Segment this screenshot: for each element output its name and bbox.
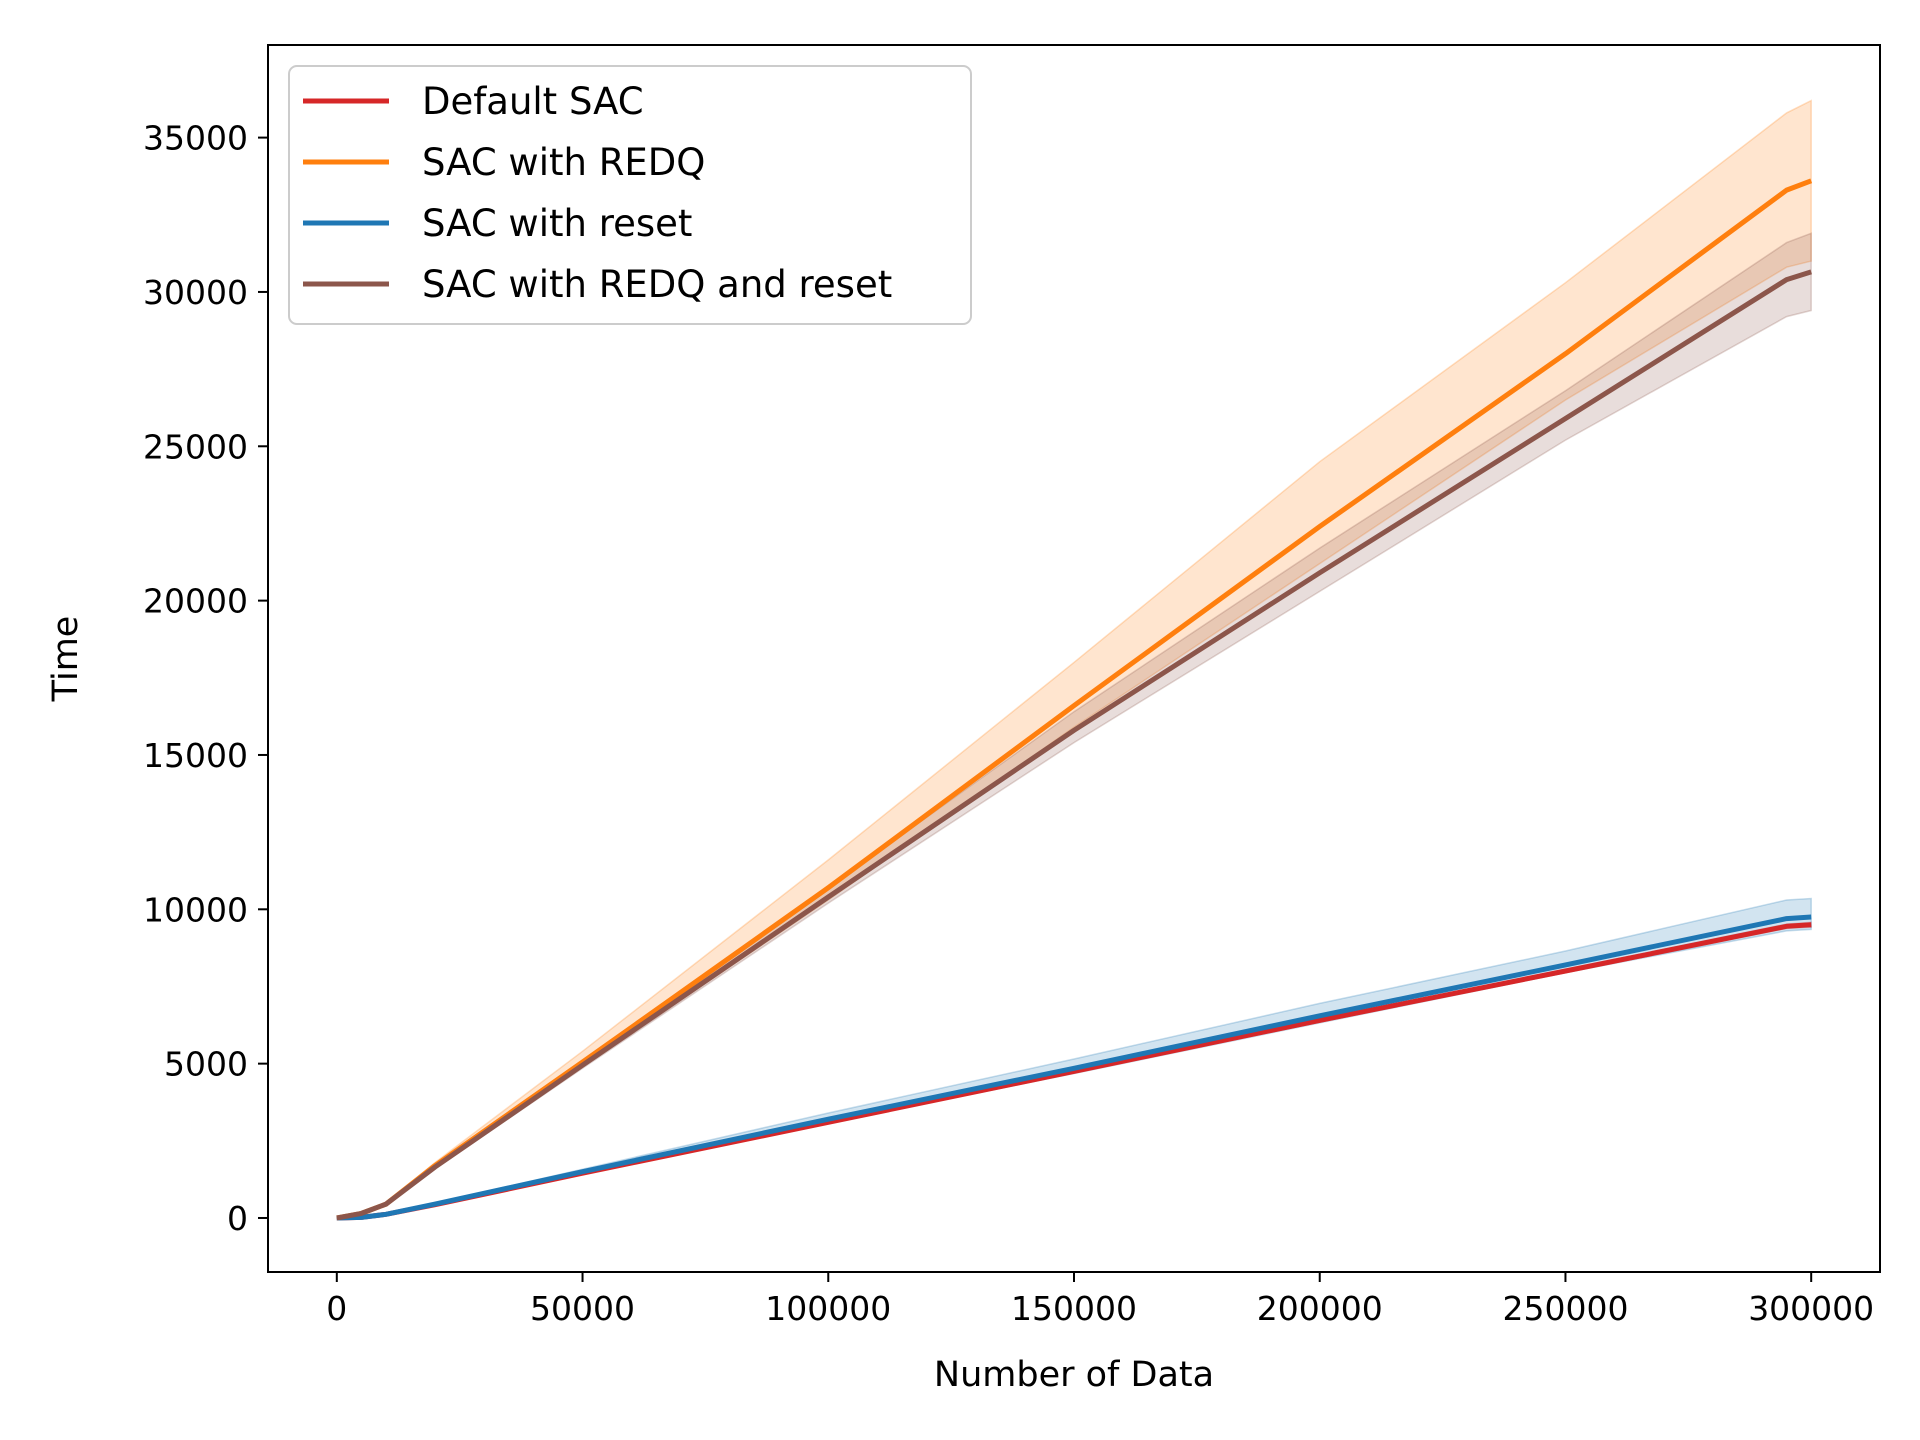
x-axis-ticks: 0 50000 100000 150000 200000 250000 300000	[326, 1272, 1874, 1328]
series-line-sac-with-reset	[336, 914, 1812, 1221]
y-tick-label: 35000	[143, 119, 248, 158]
y-tick-label: 20000	[143, 582, 248, 621]
x-axis-label: Number of Data	[934, 1355, 1214, 1395]
x-tick-label: 100000	[765, 1289, 891, 1328]
legend-label-sac-with-redq: SAC with REDQ	[422, 141, 705, 184]
x-tick-label: 50000	[530, 1289, 635, 1328]
legend: Default SAC SAC with REDQ SAC with reset SA…	[288, 65, 972, 325]
y-tick-label: 30000	[143, 273, 248, 312]
y-tick-label: 25000	[143, 427, 248, 466]
legend-label-sac-with-redq-and-reset: SAC with REDQ and reset	[422, 263, 892, 306]
legend-label-default-sac: Default SAC	[422, 80, 644, 123]
y-tick-label: 5000	[164, 1045, 248, 1084]
x-tick-label: 300000	[1748, 1289, 1874, 1328]
y-axis-ticks: 0 5000 10000 15000 20000 25000 30000 35000	[143, 119, 268, 1238]
x-tick-label: 150000	[1011, 1289, 1137, 1328]
y-tick-label: 0	[227, 1199, 248, 1238]
x-tick-label: 200000	[1257, 1289, 1383, 1328]
legend-label-sac-with-reset: SAC with reset	[422, 202, 692, 245]
x-tick-label: 250000	[1502, 1289, 1628, 1328]
band-sac-with-reset	[336, 897, 1812, 1219]
y-axis-label: Time	[46, 616, 86, 703]
series-lines	[336, 178, 1813, 1221]
x-tick-label: 0	[326, 1289, 347, 1328]
series-line-sac-with-redq-and-reset	[336, 269, 1812, 1221]
legend-box	[288, 65, 972, 325]
y-tick-label: 10000	[143, 890, 248, 929]
y-tick-label: 15000	[143, 736, 248, 775]
